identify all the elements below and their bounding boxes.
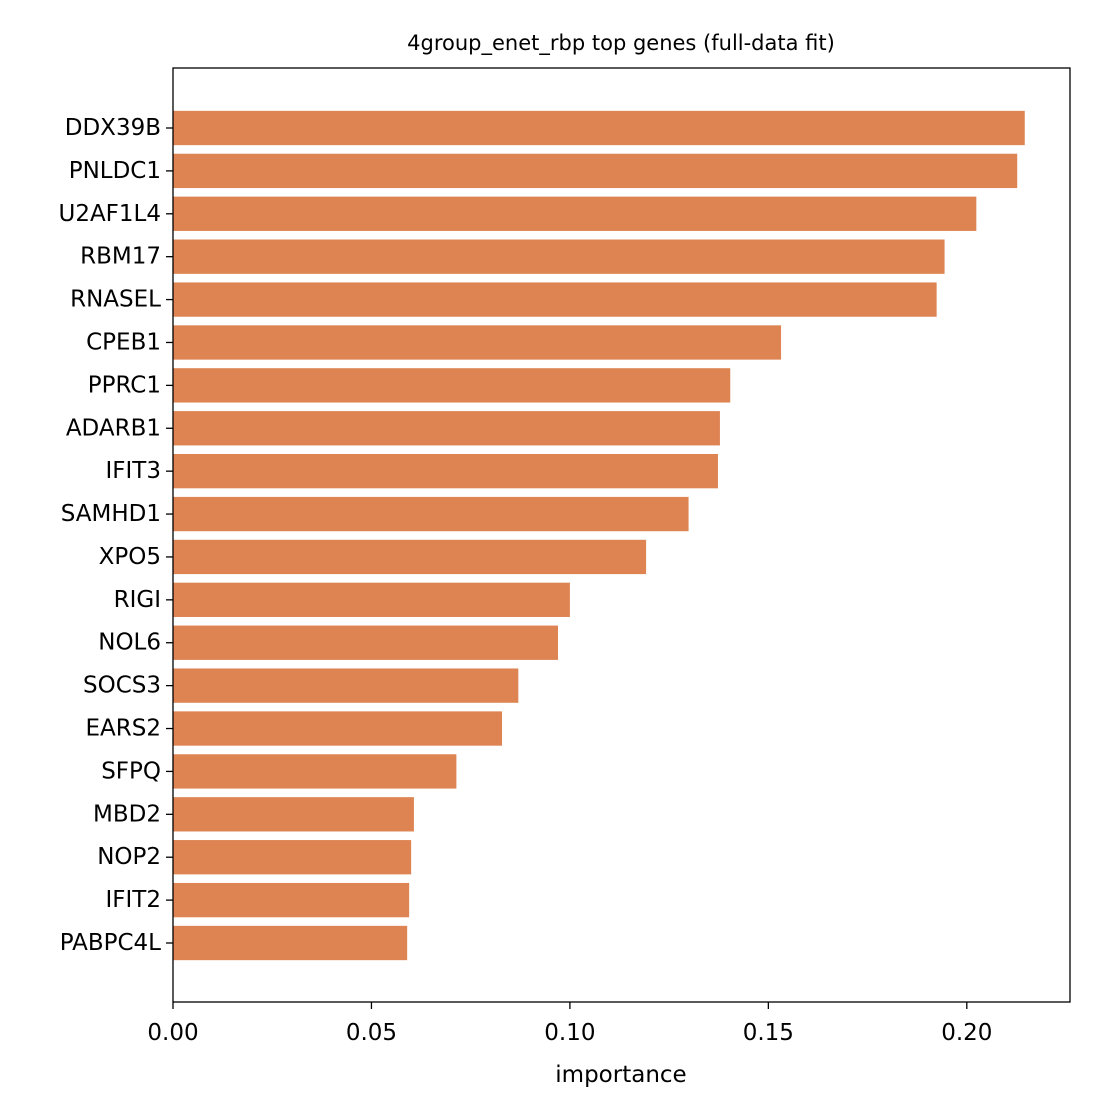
y-tick-label: NOL6 bbox=[98, 630, 161, 656]
bar-group bbox=[173, 110, 1025, 961]
y-tick-label: NOP2 bbox=[97, 844, 161, 870]
y-tick-label: RIGI bbox=[114, 587, 161, 613]
y-tick-label: DDX39B bbox=[65, 115, 161, 141]
bar-nop2 bbox=[173, 840, 412, 875]
y-tick-label: IFIT3 bbox=[106, 458, 161, 484]
bar-rnasel bbox=[173, 282, 937, 317]
y-tick-label: PNLDC1 bbox=[69, 158, 161, 184]
x-tick-label: 0.20 bbox=[941, 1020, 992, 1046]
bar-pabpc4l bbox=[173, 925, 408, 961]
y-axis-ticks: DDX39B PNLDC1 U2AF1L4 RBM17 RNASEL CPEB1 PPRC1… bbox=[58, 115, 173, 956]
y-tick-label: XPO5 bbox=[99, 544, 161, 570]
y-tick-label: SFPQ bbox=[101, 758, 161, 784]
bar-nol6 bbox=[173, 625, 558, 660]
plot-frame bbox=[172, 67, 1071, 1003]
bar-ears2 bbox=[173, 711, 503, 746]
bar-rbm17 bbox=[173, 239, 945, 274]
bar-samhd1 bbox=[173, 496, 689, 532]
y-tick-label: ADARB1 bbox=[66, 415, 161, 441]
y-tick-label: IFIT2 bbox=[106, 887, 161, 913]
y-tick-label: CPEB1 bbox=[86, 329, 161, 355]
bar-ifit2 bbox=[173, 882, 410, 918]
x-tick-label: 0.05 bbox=[346, 1020, 397, 1046]
x-axis-label: importance bbox=[555, 1062, 686, 1088]
y-tick-label: RBM17 bbox=[80, 244, 161, 270]
y-tick-label: SAMHD1 bbox=[61, 501, 161, 527]
y-tick-label: SOCS3 bbox=[83, 673, 161, 699]
bar-u2af1l4 bbox=[173, 196, 977, 231]
y-tick-label: MBD2 bbox=[93, 801, 161, 827]
x-tick-label: 0.10 bbox=[544, 1020, 595, 1046]
bar-socs3 bbox=[173, 668, 519, 703]
bar-pnldc1 bbox=[173, 153, 1018, 189]
bar-ifit3 bbox=[173, 454, 718, 489]
y-tick-label: PABPC4L bbox=[60, 930, 161, 956]
bar-mbd2 bbox=[173, 797, 414, 832]
bar-cpeb1 bbox=[173, 325, 782, 360]
y-tick-label: RNASEL bbox=[70, 287, 161, 313]
bar-xpo5 bbox=[173, 539, 647, 575]
x-tick-label: 0.15 bbox=[743, 1020, 794, 1046]
bar-ddx39b bbox=[173, 110, 1025, 146]
bar-rigi bbox=[173, 582, 570, 617]
bar-pprc1 bbox=[173, 368, 731, 403]
y-tick-label: U2AF1L4 bbox=[58, 201, 161, 227]
y-tick-label: PPRC1 bbox=[88, 372, 161, 398]
y-tick-label: EARS2 bbox=[86, 716, 161, 742]
x-axis-ticks: 0.00 0.05 0.10 0.15 0.20 bbox=[147, 1002, 992, 1046]
chart-title: 4group_enet_rbp top genes (full-data fit… bbox=[407, 31, 835, 56]
bar-sfpq bbox=[173, 754, 457, 789]
bar-adarb1 bbox=[173, 411, 720, 446]
x-tick-label: 0.00 bbox=[147, 1020, 198, 1046]
